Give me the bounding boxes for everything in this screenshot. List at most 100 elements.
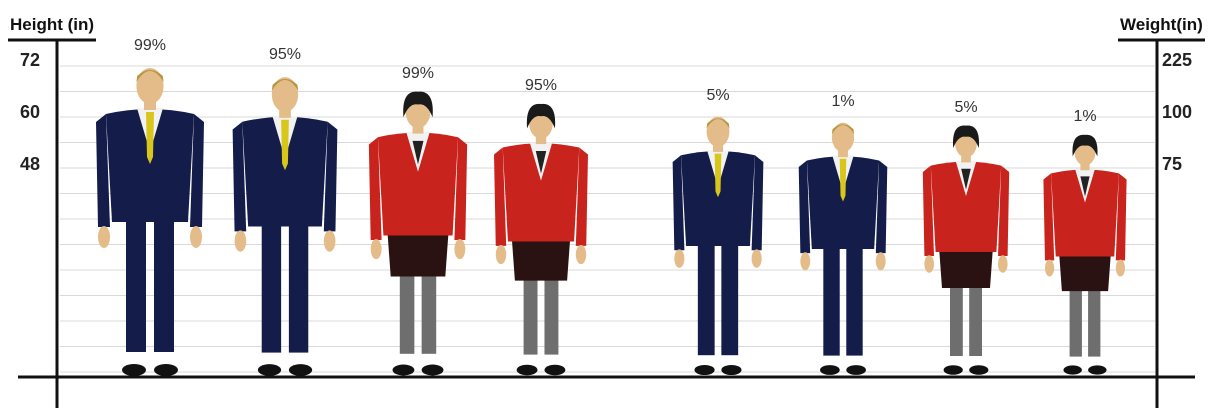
right-arm xyxy=(575,147,588,246)
right-hand xyxy=(454,239,466,260)
percentile-label: 99% xyxy=(401,64,435,82)
left-hand xyxy=(370,239,382,260)
left-leg xyxy=(126,212,146,352)
figure-6 xyxy=(798,122,888,375)
left-shoe xyxy=(516,364,538,376)
left-leg xyxy=(950,280,963,356)
jacket xyxy=(1051,169,1119,257)
percentile-label: 1% xyxy=(831,92,855,110)
left-tick-60: 60 xyxy=(20,102,41,122)
hair xyxy=(271,79,299,91)
left-shoe xyxy=(943,365,963,375)
left-arm xyxy=(96,114,110,227)
right-leg xyxy=(154,212,174,352)
left-hand xyxy=(674,249,685,268)
right-tick-75: 75 xyxy=(1162,154,1183,174)
blouse xyxy=(961,168,971,190)
jacket xyxy=(106,109,194,222)
head xyxy=(706,116,730,147)
figure-1 xyxy=(96,68,204,376)
right-hand xyxy=(875,252,886,271)
figure-2 xyxy=(232,77,338,376)
figure-8 xyxy=(1043,134,1127,375)
blouse xyxy=(412,140,424,165)
left-leg xyxy=(523,271,538,355)
left-arm xyxy=(672,155,685,251)
right-leg xyxy=(721,237,739,356)
figure-3 xyxy=(368,91,468,376)
right-hand xyxy=(751,249,762,268)
skirt xyxy=(511,232,571,281)
right-leg xyxy=(846,240,863,356)
hair xyxy=(831,124,855,135)
neck xyxy=(1080,161,1090,171)
right-hand xyxy=(190,226,202,248)
axes xyxy=(8,38,1205,408)
left-leg xyxy=(697,237,715,356)
left-hand xyxy=(98,226,110,248)
left-hand xyxy=(800,252,811,271)
hair xyxy=(136,70,164,82)
right-tick-100: 100 xyxy=(1162,102,1193,122)
right-shoe xyxy=(154,364,178,376)
left-arm xyxy=(922,165,934,256)
right-arm xyxy=(751,155,764,251)
left-hand xyxy=(234,230,247,252)
jacket xyxy=(242,116,328,227)
blouse xyxy=(1080,176,1090,197)
hair xyxy=(526,103,556,129)
left-arm xyxy=(232,121,247,232)
right-axis-title: Weight(in) xyxy=(1120,15,1203,34)
right-leg xyxy=(288,216,309,353)
percentile-label: 95% xyxy=(268,46,302,64)
right-shoe xyxy=(721,364,742,376)
left-arm xyxy=(798,160,811,254)
right-leg xyxy=(421,267,437,354)
left-leg xyxy=(823,240,840,356)
left-hand xyxy=(924,255,934,273)
left-leg xyxy=(399,267,415,354)
right-hand xyxy=(998,255,1008,273)
left-arm xyxy=(1043,173,1055,261)
percentile-label: 95% xyxy=(524,77,558,95)
neck xyxy=(838,147,848,158)
left-shoe xyxy=(1063,365,1082,375)
blouse xyxy=(535,151,547,174)
left-shoe xyxy=(122,364,146,376)
skirt xyxy=(387,226,449,277)
right-arm xyxy=(190,114,204,227)
tie xyxy=(714,153,722,198)
left-shoe xyxy=(392,364,415,376)
right-shoe xyxy=(544,364,566,376)
neck xyxy=(712,141,724,152)
percentile-label: 1% xyxy=(1073,108,1097,126)
left-shoe xyxy=(820,365,840,375)
right-arm xyxy=(1115,173,1127,261)
figures-group xyxy=(96,68,1127,376)
right-shoe xyxy=(969,365,989,375)
right-shoe xyxy=(421,364,444,376)
right-shoe xyxy=(1088,365,1107,375)
skirt xyxy=(938,244,994,288)
right-leg xyxy=(969,280,982,356)
left-shoe xyxy=(257,364,282,376)
head xyxy=(831,122,855,153)
head xyxy=(136,68,164,104)
right-hand xyxy=(575,244,587,265)
jacket xyxy=(681,151,755,246)
jacket xyxy=(502,143,580,242)
skirt xyxy=(1058,248,1112,292)
jacket xyxy=(930,161,1002,252)
left-axis-title: Height (in) xyxy=(10,15,95,34)
right-arm xyxy=(454,137,468,241)
left-tick-48: 48 xyxy=(20,154,41,174)
right-shoe xyxy=(846,365,866,375)
left-tick-72: 72 xyxy=(20,50,41,70)
right-hand xyxy=(323,230,336,252)
figure-4 xyxy=(494,103,588,376)
right-leg xyxy=(544,271,559,355)
right-hand xyxy=(1115,259,1126,277)
right-leg xyxy=(1088,283,1101,357)
neck xyxy=(961,152,971,163)
